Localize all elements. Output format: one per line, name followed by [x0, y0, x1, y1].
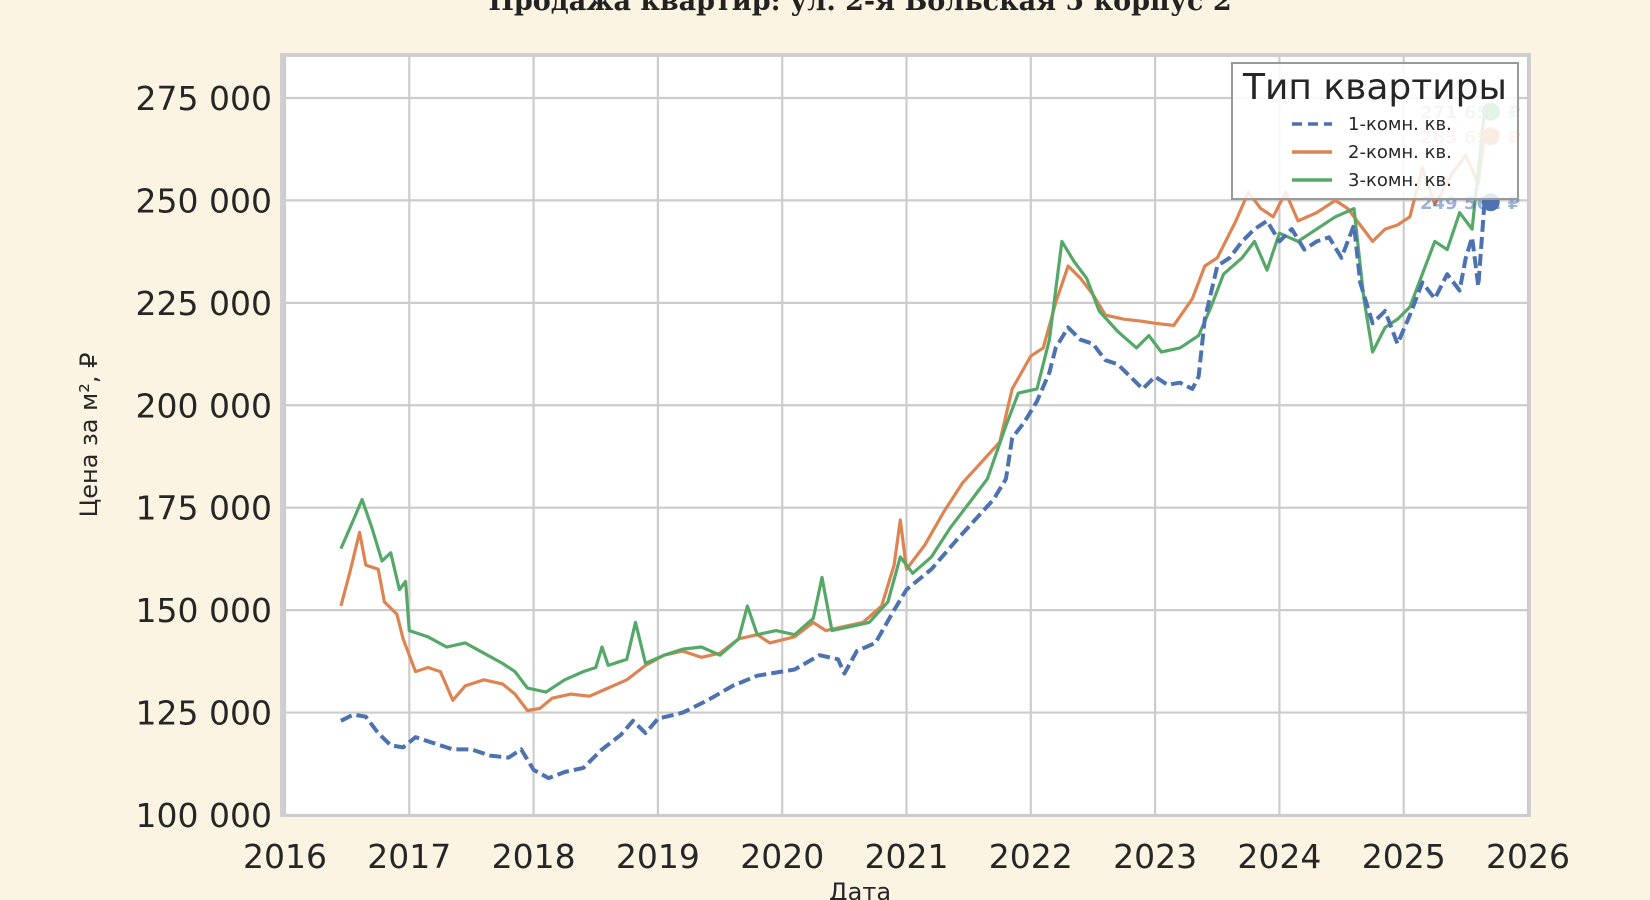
x-tick-label: 2024	[1237, 837, 1321, 876]
y-tick-label: 150 000	[136, 591, 272, 630]
x-tick-label: 2019	[616, 837, 700, 876]
x-tick-label: 2023	[1113, 837, 1197, 876]
legend[interactable]: Тип квартиры 1-комн. кв. 2-комн. кв. 3-к…	[1231, 62, 1519, 200]
y-tick-label: 100 000	[136, 796, 272, 835]
x-tick-label: 2020	[740, 837, 824, 876]
series-line	[339, 136, 1487, 713]
legend-box	[1231, 62, 1519, 200]
x-tick-label: 2022	[989, 837, 1073, 876]
legend-title: Тип квартиры	[1242, 67, 1507, 108]
series-line	[340, 202, 1487, 781]
x-axis-ticks: 2016 2017 2018 2019 2020 2021 2022 2023 2024 2025…	[243, 837, 1570, 876]
y-tick-label: 250 000	[136, 181, 272, 220]
x-axis-label: Дата	[829, 878, 891, 900]
y-tick-label: 275 000	[136, 79, 272, 118]
x-tick-label: 2017	[367, 837, 451, 876]
y-tick-label: 200 000	[136, 386, 272, 425]
legend-label-2room: 2-комн. кв.	[1348, 142, 1452, 163]
series-line	[339, 111, 1487, 694]
y-tick-label: 175 000	[136, 489, 272, 528]
x-tick-label: 2021	[865, 837, 949, 876]
chart-title: Продажа квартир: ул. 2-я Вольская 5 корп…	[488, 0, 1231, 17]
x-tick-label: 2018	[492, 837, 576, 876]
legend-label-3room: 3-комн. кв.	[1348, 170, 1452, 191]
y-tick-label: 125 000	[136, 694, 272, 733]
y-axis-label: Цена за м², ₽	[75, 353, 103, 518]
x-tick-label: 2026	[1486, 837, 1570, 876]
x-tick-label: 2016	[243, 837, 327, 876]
x-tick-label: 2025	[1362, 837, 1446, 876]
legend-label-1room: 1-комн. кв.	[1348, 114, 1452, 135]
y-tick-label: 225 000	[136, 284, 272, 323]
y-axis-ticks: 100 000 125 000 150 000 175 000 200 000 225 0…	[136, 79, 272, 835]
